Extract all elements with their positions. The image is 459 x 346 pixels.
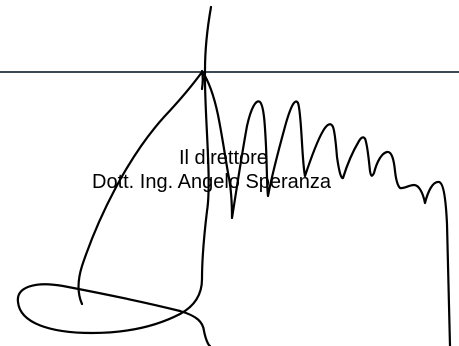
signature-main-stroke	[16, 5, 213, 346]
signature-title: Il direttore	[179, 147, 268, 169]
signature-rule-line	[0, 71, 459, 73]
signature-zigzag-stroke	[200, 69, 452, 346]
